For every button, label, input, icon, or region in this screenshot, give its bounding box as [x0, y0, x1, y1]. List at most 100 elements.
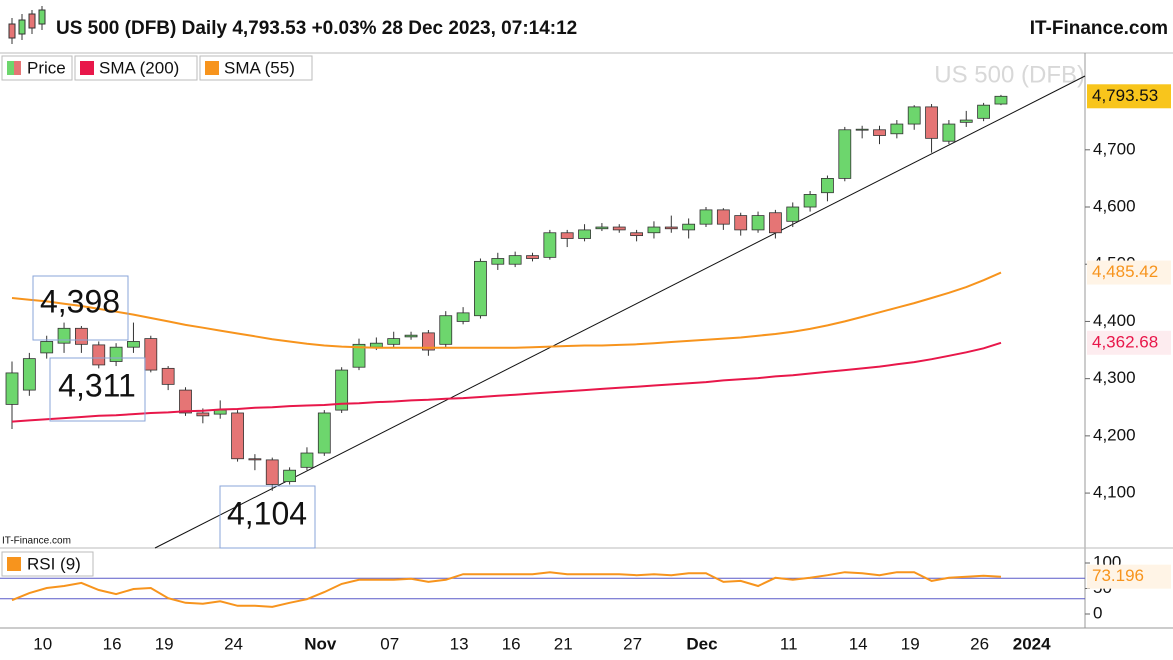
candle-body: [300, 452, 314, 468]
candle-body: [647, 226, 661, 234]
x-tick-label: 19: [155, 634, 174, 653]
legend-label: SMA (200): [99, 58, 179, 77]
candle-body: [977, 104, 990, 119]
legend-swatch: [80, 61, 94, 75]
candle-body: [821, 178, 834, 194]
x-tick-label: 14: [849, 634, 868, 653]
x-tick-label: 21: [554, 634, 573, 653]
y-tick-label: 4,300: [1093, 368, 1136, 387]
candle-body: [421, 332, 435, 351]
trend-line: [154, 75, 1086, 549]
candle-body: [109, 346, 123, 362]
legend-item: [74, 55, 198, 81]
candle-body: [855, 128, 869, 131]
header-icon: [4, 6, 48, 48]
candle-body: [682, 223, 696, 231]
candle-body: [595, 226, 609, 230]
candle-body: [543, 232, 557, 258]
candle-body: [838, 129, 852, 179]
x-tick-label: 26: [970, 634, 989, 653]
candle-body: [925, 106, 938, 139]
y-tick-label: 4,200: [1093, 425, 1136, 444]
watermark: US 500 (DFB): [934, 61, 1085, 88]
source: IT-Finance.com: [2, 536, 71, 547]
price-tag-label: 73.196: [1092, 566, 1144, 585]
candle-body: [873, 129, 886, 136]
candle-body: [369, 342, 383, 348]
annotation: 4,311: [58, 367, 136, 403]
candle-body: [75, 327, 88, 345]
candle-body: [92, 344, 106, 366]
candle-body: [751, 215, 765, 231]
candle-body: [508, 255, 522, 265]
candle-body: [161, 367, 175, 385]
legend-label: RSI (9): [27, 554, 81, 573]
y-tick-label: 4,400: [1093, 311, 1136, 330]
candle-body: [335, 369, 349, 411]
candle-body: [526, 255, 539, 259]
candle-body: [352, 343, 366, 368]
x-tick-label: 16: [502, 634, 521, 653]
line-series: [11, 571, 1002, 608]
candle-body: [699, 209, 713, 225]
candle-body: [769, 212, 782, 234]
x-tick-label: 11: [780, 634, 798, 653]
candle-body: [560, 232, 574, 239]
candle-body: [664, 226, 678, 230]
annotation: 4,398: [40, 283, 120, 319]
annotation: 4,104: [227, 495, 307, 531]
legend-label: SMA (55): [224, 58, 295, 77]
annotation-box: [32, 275, 129, 341]
candle-body: [40, 341, 54, 354]
candle-body: [5, 372, 19, 405]
candle-body: [942, 123, 956, 142]
price-tag-label: 4,485.42: [1092, 262, 1158, 281]
candle-body: [196, 412, 210, 417]
candle-body: [317, 412, 331, 454]
brand: IT-Finance.com: [1030, 18, 1168, 39]
price-tag: [1087, 564, 1171, 589]
candle-body: [387, 338, 401, 345]
x-tick-label: 24: [224, 634, 243, 653]
line-series: [11, 341, 1002, 423]
price-tag: [1087, 84, 1171, 109]
candle-body: [890, 123, 904, 135]
candle-body: [907, 106, 921, 125]
candle-body: [630, 232, 643, 237]
rsi-tick-label: 0: [1093, 603, 1102, 622]
price-tag-label: 4,362.68: [1092, 332, 1158, 351]
candle-body: [786, 206, 800, 222]
candle-body: [179, 389, 192, 414]
candle-body: [491, 258, 505, 265]
candle-body: [22, 358, 36, 391]
x-tick-label: 07: [380, 634, 399, 653]
chart-title: US 500 (DFB) Daily 4,793.53 +0.03% 28 De…: [56, 18, 577, 39]
candle-body: [474, 260, 487, 317]
candle-body: [612, 226, 626, 231]
x-tick-label: 10: [33, 634, 52, 653]
plot: [0, 94, 1085, 608]
legend-label: Price: [27, 58, 66, 77]
candle-body: [57, 327, 71, 344]
price-tag: [1087, 260, 1171, 285]
legend-swatch: [205, 61, 219, 75]
candle-body: [248, 458, 262, 461]
legend-swatch: [7, 61, 14, 75]
y-tick-label: 4,700: [1093, 139, 1136, 158]
candle-body: [959, 119, 973, 123]
candle-body: [144, 338, 158, 371]
x-tick-label: Nov: [304, 634, 337, 653]
x-tick-label: 2024: [1013, 634, 1051, 653]
candle-body: [439, 315, 453, 345]
candle-body: [803, 194, 817, 208]
y-tick-label: 4,600: [1093, 196, 1136, 215]
annotation-box: [219, 485, 316, 549]
candle-body: [456, 312, 470, 322]
annotation-box: [49, 357, 146, 422]
x-tick-label: 16: [103, 634, 122, 653]
x-tick-label: 27: [623, 634, 642, 653]
x-tick-label: 19: [901, 634, 920, 653]
candle-body: [716, 209, 730, 225]
